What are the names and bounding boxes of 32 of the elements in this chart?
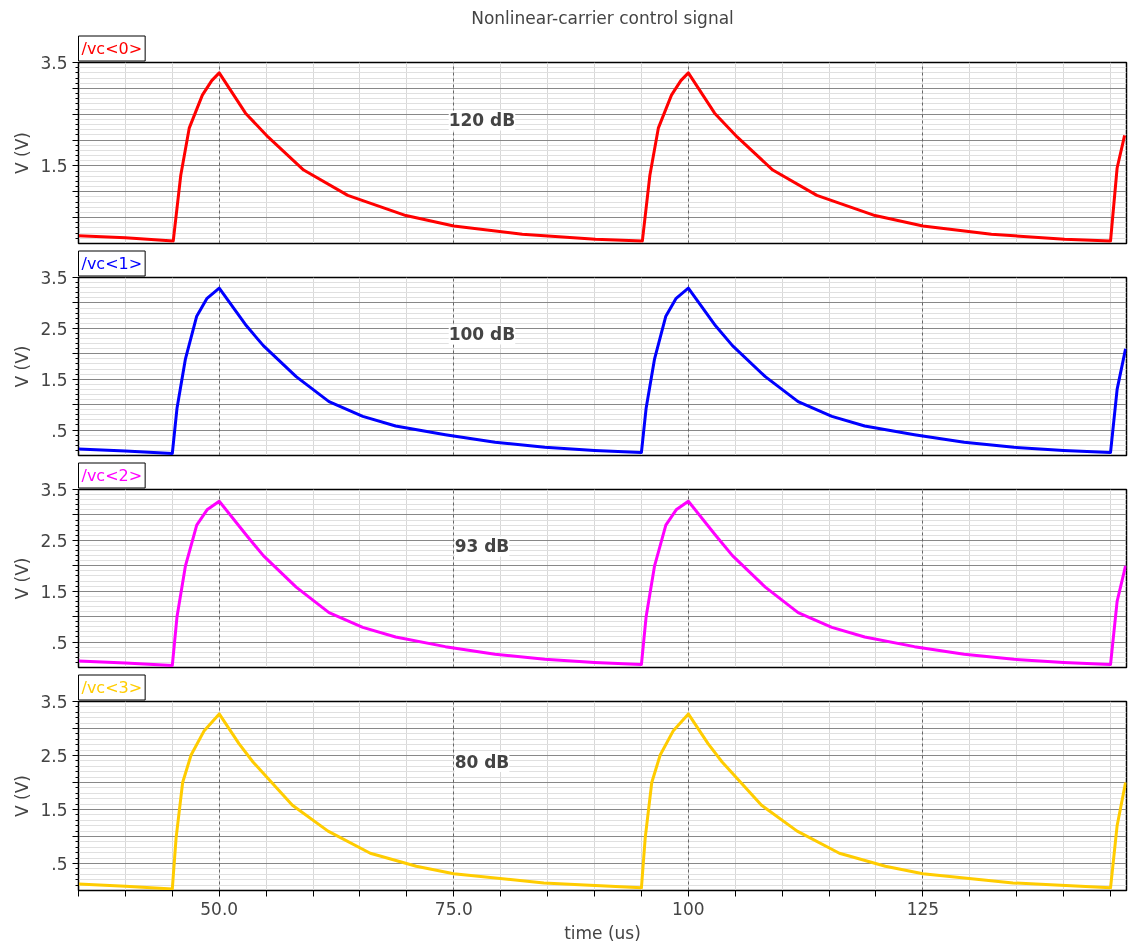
y-tick-label: 3.5 (40, 268, 68, 288)
chart-title: Nonlinear-carrier control signal (471, 7, 734, 28)
y-tick-label: 1.5 (40, 156, 68, 177)
y-axis-title: V (V) (12, 345, 33, 388)
text: /vc<3> (81, 678, 143, 697)
y-tick-label: 2.5 (40, 318, 68, 339)
x-tick-label: 125 (906, 898, 940, 919)
y-tick-label: 2.5 (40, 746, 68, 766)
y-axis-title: V (V) (12, 132, 33, 174)
y-tick-label: .5 (51, 632, 68, 653)
text: /vc<2> (81, 466, 143, 485)
text: /vc<0> (81, 39, 143, 58)
x-tick-label: 50.0 (200, 898, 239, 919)
y-tick-label: 2.5 (40, 530, 68, 551)
y-tick-label: 3.5 (40, 53, 68, 73)
x-axis-title: time (us) (564, 922, 641, 943)
x-tick-label: 75.0 (434, 898, 473, 919)
y-tick-label: .5 (51, 420, 68, 441)
y-tick-label: 1.5 (40, 800, 68, 820)
annotation: 100 dB (448, 324, 516, 345)
annotation: 80 dB (454, 751, 510, 772)
y-tick-label: .5 (51, 854, 68, 874)
y-tick-label: 1.5 (40, 369, 68, 390)
y-tick-label: 1.5 (40, 581, 68, 602)
y-tick-label: 3.5 (40, 692, 68, 712)
text: /vc<1> (81, 254, 143, 273)
annotation: 93 dB (454, 536, 510, 557)
y-tick-label: 3.5 (40, 480, 68, 500)
x-tick-label: 100 (672, 898, 705, 919)
y-axis-title: V (V) (12, 557, 33, 600)
annotation: 120 dB (448, 110, 516, 131)
y-axis-title: V (V) (12, 775, 33, 817)
